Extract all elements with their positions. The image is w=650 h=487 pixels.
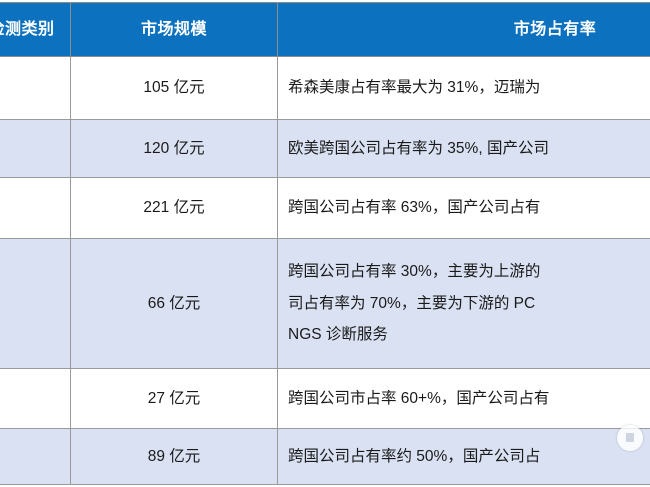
table-row: 120 亿元 欧美跨国公司占有率为 35%, 国产公司 bbox=[0, 119, 650, 178]
cell-market-share: 跨国公司占有率约 50%，国产公司占 bbox=[277, 428, 650, 485]
cell-market-share: 跨国公司占有率 30%，主要为上游的 司占有率为 70%，主要为下游的 PC N… bbox=[277, 238, 650, 369]
table-header: 检测类别 市场规模 市场占有率 bbox=[0, 2, 650, 57]
share-line: 跨国公司占有率约 50%，国产公司占 bbox=[288, 447, 541, 465]
table-body: 断 105 亿元 希森美康占有率最大为 31%，迈瑞为 120 亿元 欧美跨国公… bbox=[0, 56, 650, 485]
cell-market-size: 66 亿元 bbox=[70, 238, 278, 369]
table-row: 66 亿元 跨国公司占有率 30%，主要为上游的 司占有率为 70%，主要为下游… bbox=[0, 238, 650, 369]
share-line: NGS 诊断服务 bbox=[288, 326, 388, 344]
cell-category: 断 bbox=[0, 368, 71, 429]
cell-market-size: 105 亿元 bbox=[70, 56, 278, 120]
share-line: 司占有率为 70%，主要为下游的 PC bbox=[288, 294, 536, 312]
table-row: 断 105 亿元 希森美康占有率最大为 31%，迈瑞为 bbox=[0, 56, 650, 120]
column-header-market-size: 市场规模 bbox=[70, 2, 278, 57]
cell-category bbox=[0, 119, 71, 178]
share-line: 跨国公司占有率 30%，主要为上游的 bbox=[288, 262, 541, 280]
cell-market-share: 欧美跨国公司占有率为 35%, 国产公司 bbox=[277, 119, 650, 178]
table-header-row: 检测类别 市场规模 市场占有率 bbox=[0, 2, 650, 57]
cell-market-size: 27 亿元 bbox=[70, 368, 278, 429]
cell-market-size: 120 亿元 bbox=[70, 119, 278, 178]
share-line: 跨国公司市占率 60+%，国产公司占有 bbox=[288, 389, 550, 407]
column-header-category: 检测类别 bbox=[0, 2, 71, 57]
table-row: 89 亿元 跨国公司占有率约 50%，国产公司占 bbox=[0, 428, 650, 485]
cell-category bbox=[0, 177, 71, 239]
table-row: 断 27 亿元 跨国公司市占率 60+%，国产公司占有 bbox=[0, 368, 650, 429]
share-line: 跨国公司占有率 63%，国产公司占有 bbox=[288, 199, 541, 217]
cell-market-share: 希森美康占有率最大为 31%，迈瑞为 bbox=[277, 56, 650, 120]
share-line: 希森美康占有率最大为 31%，迈瑞为 bbox=[288, 79, 541, 97]
column-header-market-share: 市场占有率 bbox=[277, 2, 650, 57]
cell-market-share: 跨国公司占有率 63%，国产公司占有 bbox=[277, 177, 650, 239]
table-row: 221 亿元 跨国公司占有率 63%，国产公司占有 bbox=[0, 177, 650, 239]
cell-category: 断 bbox=[0, 56, 71, 120]
share-line: 欧美跨国公司占有率为 35%, 国产公司 bbox=[288, 139, 549, 157]
cell-market-share: 跨国公司市占率 60+%，国产公司占有 bbox=[277, 368, 650, 429]
cell-market-size: 221 亿元 bbox=[70, 177, 278, 239]
cell-category bbox=[0, 238, 71, 369]
cell-market-size: 89 亿元 bbox=[70, 428, 278, 485]
cell-category bbox=[0, 428, 71, 485]
